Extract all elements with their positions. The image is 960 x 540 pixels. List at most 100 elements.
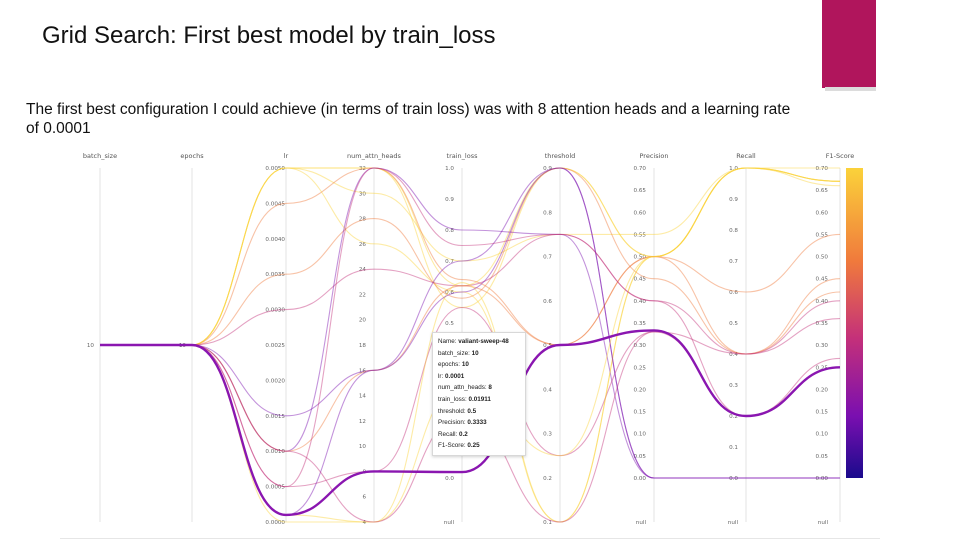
tooltip-row: train_loss: 0.01911 (438, 394, 520, 406)
axis-label-f1-score[interactable]: F1-Score (826, 152, 854, 160)
run-line[interactable] (100, 167, 840, 479)
run-line[interactable] (100, 167, 841, 346)
axis-tick-label: 0.6 (729, 290, 738, 296)
axis-tick-label: 0.20 (634, 387, 647, 393)
axis-label-precision[interactable]: Precision (639, 152, 668, 160)
tooltip-row: lr: 0.0001 (438, 371, 520, 383)
axis-tick-label: null (636, 520, 647, 526)
tooltip-row-value: 0.0001 (445, 372, 465, 380)
tooltip-row-label: Name: (438, 338, 459, 345)
run-line[interactable] (100, 233, 841, 417)
axis-label-lr[interactable]: lr (284, 152, 289, 160)
axis-tick-label: 0.6 (445, 290, 454, 296)
axis-tick-label: 0.10 (816, 432, 829, 438)
axis-label-epochs[interactable]: epochs (180, 152, 204, 160)
axis-tick-label: 1.0 (445, 166, 454, 172)
tooltip-row-value: valiant-sweep-48 (458, 338, 509, 345)
axis-tick-label: 0.0 (729, 476, 738, 482)
tooltip-row-label: epochs: (438, 361, 462, 369)
tooltip-row: Recall: 0.2 (438, 429, 520, 441)
tooltip-row-label: F1-Score: (438, 442, 468, 450)
tooltip-row: F1-Score: 0.25 (438, 440, 520, 452)
axis-tick-label: 22 (359, 292, 366, 298)
run-line[interactable] (100, 256, 841, 452)
axis-label-threshold[interactable]: threshold (545, 152, 576, 160)
axis-tick-label: 0.60 (816, 210, 829, 216)
axis-tick-label: 26 (359, 242, 367, 248)
axis-tick-label: 0.55 (816, 232, 829, 238)
axis-tick-label: 0.65 (816, 188, 829, 194)
axis-tick-label: null (728, 520, 739, 526)
axis-tick-label: 0.40 (816, 299, 829, 305)
tooltip-row-value: 8 (488, 384, 492, 392)
axis-tick-label: 0.3 (729, 383, 738, 389)
axis-label-train_loss[interactable]: train_loss (447, 152, 479, 160)
axis-tick-label: 0.60 (634, 210, 647, 216)
tooltip-row-label: num_attn_heads: (438, 384, 489, 392)
axis-tick-label: 0.7 (445, 259, 454, 265)
tooltip-row-label: threshold: (438, 407, 468, 415)
axis-tick-label: 24 (359, 267, 367, 273)
axis-tick-label: 0.05 (634, 454, 647, 460)
axes-group: batch_size10epochs10lr0.00500.00450.0040… (83, 152, 854, 526)
axis-tick-label: 30 (359, 191, 367, 197)
parallel-coordinates-plot[interactable]: batch_size 10 epochs 10 lr 0.0050 0.0045 0.0040… (0, 148, 960, 540)
axis-tick-label: 4 (362, 520, 366, 526)
axis-tick-label: 0.20 (816, 387, 829, 393)
axis-tick-label: 0.25 (634, 365, 647, 371)
run-line[interactable] (100, 167, 841, 346)
axis-tick-label: 0.9 (543, 166, 552, 172)
run-line[interactable] (100, 167, 841, 355)
slide-body-text: The first best configuration I could ach… (26, 101, 791, 137)
axis-tick-label: 0.0035 (265, 272, 285, 278)
tooltip-row-value: 0.25 (467, 442, 480, 450)
axis-label-recall[interactable]: Recall (736, 152, 756, 160)
tooltip-row-value: 0.3333 (467, 419, 487, 427)
tooltip-row: num_attn_heads: 8 (438, 382, 520, 394)
axis-tick-label: 0.35 (816, 321, 829, 327)
parallel-coordinates-svg: batch_size10epochs10lr0.00500.00450.0040… (83, 152, 863, 526)
run-tooltip: Name: valiant-sweep-48 batch_size: 10 epoc… (432, 332, 526, 456)
axis-tick-label: 0.0045 (265, 201, 285, 207)
axis-tick-label: 6 (362, 495, 366, 501)
axis-label-batch_size[interactable]: batch_size (83, 152, 117, 160)
axis-tick-label: 0.0040 (265, 237, 285, 243)
highlighted-run-group (100, 329, 841, 517)
axis-label-num_attn_heads[interactable]: num_attn_heads (347, 152, 401, 160)
tooltip-row: batch_size: 10 (438, 348, 520, 360)
run-line[interactable] (100, 167, 841, 346)
accent-box-shadow (825, 87, 876, 91)
axis-tick-label: 0.2 (543, 476, 552, 482)
tooltip-row: Name: valiant-sweep-48 (438, 336, 520, 348)
axis-tick-label: 0.7 (729, 259, 738, 265)
axis-tick-label: 14 (359, 394, 367, 400)
bottom-rule (60, 538, 880, 539)
tooltip-row-value: 10 (461, 361, 469, 369)
tooltip-row-value: 0.2 (459, 430, 468, 438)
tooltip-row: epochs: 10 (438, 359, 520, 371)
tooltip-row-label: Recall: (438, 430, 459, 438)
axis-tick-label: 0.30 (634, 343, 647, 349)
axis-tick-label: 0.0015 (265, 414, 285, 420)
tooltip-row-label: batch_size: (438, 349, 472, 357)
run-line[interactable] (100, 167, 841, 488)
run-line[interactable] (100, 167, 840, 479)
axis-tick-label: 0.0 (445, 476, 454, 482)
axis-tick-label: 0.70 (816, 166, 829, 172)
run-line[interactable] (100, 167, 840, 346)
tooltip-row-label: Precision: (438, 419, 468, 427)
axis-tick-label: 0.7 (543, 255, 552, 261)
axis-tick-label: 0.8 (729, 228, 738, 234)
axis-tick-label: 0.5 (445, 321, 454, 327)
axis-tick-label: null (818, 520, 829, 526)
axis-tick-label: 0.0020 (265, 378, 285, 384)
axis-tick-label: 0.6 (543, 299, 552, 305)
run-line[interactable] (100, 167, 841, 523)
axis-tick-label: 0.9 (445, 197, 454, 203)
axis-tick-label: 0.55 (634, 232, 647, 238)
highlighted-run-line[interactable] (100, 329, 841, 517)
axis-tick-label: 0.4 (729, 352, 738, 358)
axis-tick-label: 0.3 (543, 432, 552, 438)
axis-tick-label: 0.0000 (265, 520, 285, 526)
axis-tick-label: 0.35 (634, 321, 647, 327)
